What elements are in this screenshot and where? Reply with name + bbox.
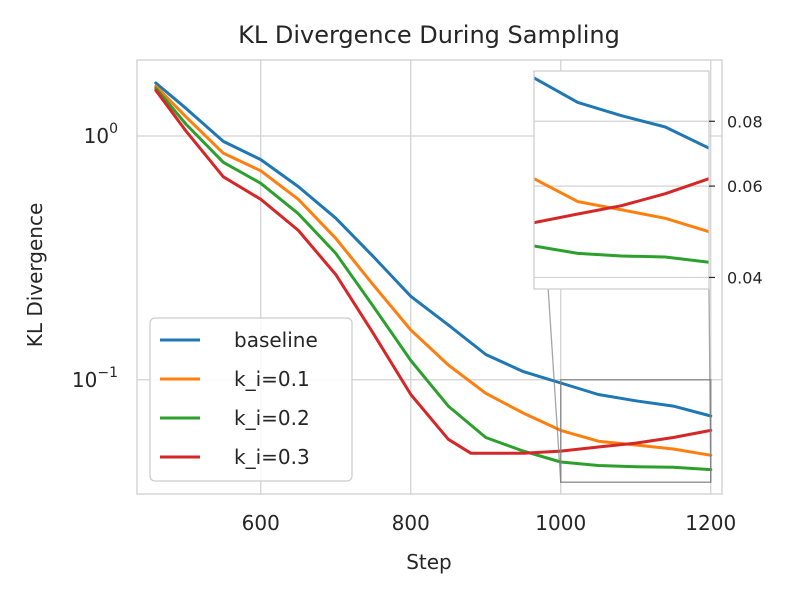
inset-zoom-plot: 0.08 0.06 0.04 xyxy=(533,70,763,290)
series-lines xyxy=(154,81,713,472)
inset-background xyxy=(534,71,709,289)
legend-label-2: k_i=0.2 xyxy=(234,406,310,430)
inset-series-line-1 xyxy=(534,176,709,234)
legend-box xyxy=(149,317,353,482)
inset-frame xyxy=(533,70,710,290)
inset-y-tick-label: 0.08 xyxy=(727,112,763,131)
zoom-connector-right xyxy=(708,288,712,483)
y-axis-title: KL Divergence xyxy=(23,203,47,348)
legend-label-1: k_i=0.1 xyxy=(234,367,310,391)
x-axis-title: Step xyxy=(406,550,452,574)
inset-y-tick-label: 0.04 xyxy=(727,268,763,287)
inset-series-lines xyxy=(534,76,709,264)
inset-y-tick-label: 0.06 xyxy=(727,177,763,196)
y-tick-base: 10 xyxy=(84,124,109,148)
series-line-2 xyxy=(154,86,713,472)
plot-frame xyxy=(136,59,723,495)
legend: baseline k_i=0.1 k_i=0.2 k_i=0.3 xyxy=(149,317,353,482)
inset-series-line-2 xyxy=(534,244,709,264)
legend-label-0: baseline xyxy=(234,328,318,352)
inset-series-line-0 xyxy=(534,76,709,150)
x-tick-label: 1000 xyxy=(535,511,586,535)
x-tick-label: 800 xyxy=(392,511,430,535)
series-line-3 xyxy=(154,88,713,455)
y-tick-exponent: −1 xyxy=(97,365,118,381)
series-line-1 xyxy=(154,84,713,457)
chart-title: KL Divergence During Sampling xyxy=(238,21,620,49)
inset-grid-lines xyxy=(534,120,709,279)
legend-label-3: k_i=0.3 xyxy=(234,445,310,469)
x-tick-label: 1200 xyxy=(685,511,736,535)
x-tick-label: 600 xyxy=(242,511,280,535)
y-tick-label: 10−1 xyxy=(72,365,118,392)
series-line-0 xyxy=(154,81,713,418)
y-tick-label: 100 xyxy=(84,121,118,148)
y-tick-exponent: 0 xyxy=(109,121,118,137)
inset-series-line-3 xyxy=(534,177,709,225)
y-tick-base: 10 xyxy=(72,368,97,392)
